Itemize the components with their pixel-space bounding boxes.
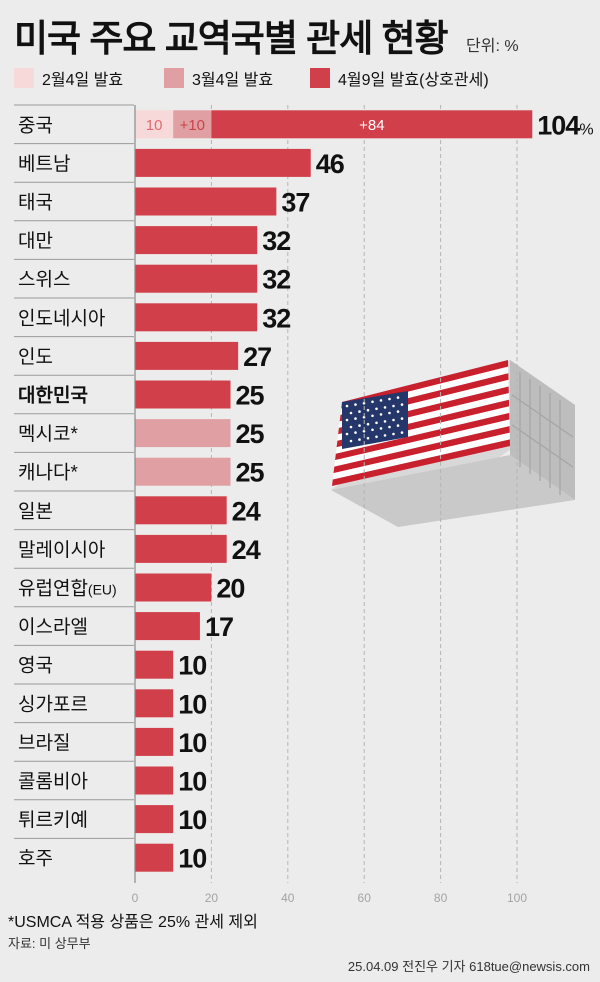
legend-swatch-apr <box>310 68 330 88</box>
value-label: 32 <box>262 226 290 256</box>
segment-label: +84 <box>359 117 384 134</box>
bar-segment-1 <box>135 457 231 486</box>
bar-segment-3 <box>135 341 239 370</box>
legend: 2월4일 발효 3월4일 발효 4월9일 발효(상호관세) <box>14 66 594 90</box>
credit-line: 25.04.09 전진우 기자 618tue@newsis.com <box>347 959 590 974</box>
tariff-bar-chart: 중국 10 +10 +84 104% 베트남 46 태국 37 대만 32 스위스 32 인도네시아 32 인… <box>14 104 594 905</box>
bar-segment-3 <box>135 380 231 409</box>
legend-swatch-feb <box>14 68 34 88</box>
x-axis: 0 20 40 60 80 100 <box>132 105 527 905</box>
category-label: 이스라엘 <box>18 616 88 638</box>
category-label: 대한민국 <box>18 385 88 407</box>
chart-rows: 중국 10 +10 +84 104% 베트남 46 태국 37 대만 32 스위스 32 인도네시아 32 인… <box>14 104 594 874</box>
page-title: 미국 주요 교역국별 관세 현황 <box>14 18 449 59</box>
category-label: 스위스 <box>18 269 70 291</box>
bar-segment-2 <box>173 110 212 139</box>
legend-item-mar: 3월4일 발효 <box>164 66 273 90</box>
source-note: 자료: 미 상무부 <box>8 936 91 951</box>
category-label: 튀르키예 <box>18 809 88 831</box>
legend-label-feb: 2월4일 발효 <box>42 72 124 89</box>
bar-segment-3 <box>211 110 533 139</box>
bar-segment-3 <box>135 727 174 756</box>
category-label: 대만 <box>18 230 53 252</box>
bar-segment-3 <box>135 187 277 216</box>
value-label: 10 <box>178 767 206 797</box>
bar-segment-3 <box>135 264 258 293</box>
category-label: 콜롬비아 <box>18 771 88 793</box>
category-label: 인도 <box>18 346 53 368</box>
category-label: 캐나다* <box>18 462 78 484</box>
value-label: 25 <box>236 381 265 411</box>
bar-segment-3 <box>135 534 227 563</box>
bar-segment-3 <box>135 650 174 679</box>
value-label: 32 <box>262 303 290 333</box>
x-tick-label: 20 <box>205 891 219 905</box>
category-label: 일본 <box>18 500 53 522</box>
category-label: 멕시코* <box>18 423 78 445</box>
x-tick-label: 40 <box>281 891 295 905</box>
category-label: 영국 <box>18 655 53 677</box>
unit-label: 단위: % <box>466 38 519 55</box>
bar-segment-3 <box>135 612 200 641</box>
segment-label: +10 <box>180 117 205 134</box>
bar-segment-3 <box>135 148 311 177</box>
legend-label-mar: 3월4일 발효 <box>192 72 274 89</box>
value-label: 25 <box>236 458 265 488</box>
x-tick-label: 0 <box>132 891 139 905</box>
category-label: 호주 <box>18 849 53 870</box>
bar-segment-3 <box>135 766 174 795</box>
bar-segment-1 <box>135 419 231 448</box>
value-label: 10 <box>178 728 206 758</box>
value-label: 20 <box>216 574 244 604</box>
category-label: 중국 <box>18 115 53 136</box>
bar-segment-3 <box>135 226 258 255</box>
bar-segment-3 <box>135 496 227 525</box>
legend-swatch-mar <box>164 68 184 88</box>
x-tick-label: 100 <box>507 891 527 905</box>
segment-label: 10 <box>146 117 163 134</box>
bar-segment-1 <box>135 110 174 139</box>
value-label: 37 <box>281 188 309 218</box>
bar-segment-3 <box>135 303 258 332</box>
category-label: 태국 <box>18 192 53 214</box>
category-label: 브라질 <box>18 732 70 754</box>
bar-segment-3 <box>135 689 174 718</box>
value-label: 32 <box>262 265 290 295</box>
bar-segment-3 <box>135 805 174 834</box>
value-label: 27 <box>243 342 271 372</box>
category-label: 말레이시아 <box>18 539 105 561</box>
legend-item-apr: 4월9일 발효(상호관세) <box>310 66 489 90</box>
x-tick-label: 60 <box>358 891 372 905</box>
bar-segment-3 <box>135 843 174 872</box>
value-label: 10 <box>178 651 206 681</box>
value-label: 24 <box>232 496 261 526</box>
value-label: 104% <box>537 110 593 140</box>
x-tick-label: 80 <box>434 891 448 905</box>
value-label: 10 <box>178 844 206 874</box>
value-label: 10 <box>178 689 206 719</box>
legend-label-apr: 4월9일 발효(상호관세) <box>338 72 489 89</box>
us-flag-shipping-container <box>331 360 575 527</box>
category-label: 싱가포르 <box>18 693 88 715</box>
bar-segment-3 <box>135 573 212 602</box>
value-label: 10 <box>178 805 206 835</box>
legend-item-feb: 2월4일 발효 <box>14 66 123 90</box>
category-label: 유럽연합(EU) <box>18 578 117 600</box>
value-label: 25 <box>236 419 265 449</box>
value-label: 17 <box>205 612 233 642</box>
category-label: 인도네시아 <box>18 307 105 329</box>
value-label: 46 <box>316 149 345 179</box>
usmca-footnote: *USMCA 적용 상품은 25% 관세 제외 <box>8 914 258 931</box>
value-label: 24 <box>232 535 261 565</box>
category-label: 베트남 <box>18 153 70 175</box>
